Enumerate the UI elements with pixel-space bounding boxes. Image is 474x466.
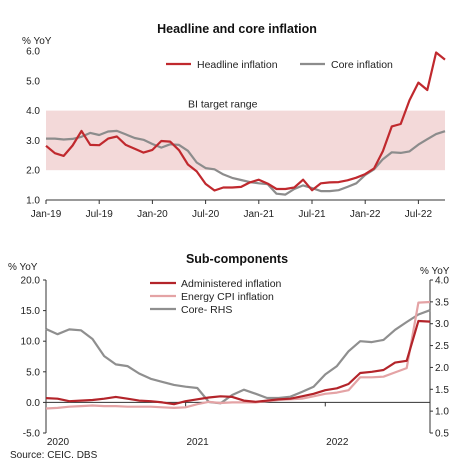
chart2-y-tick-label-right: 1.0 (435, 407, 449, 418)
source-note: Source: CEIC. DBS (10, 450, 98, 461)
legend-label-core-rhs: Core- RHS (181, 304, 232, 316)
chart2-y-ticks-left: -5.0 0.0 5.0 10.0 15.0 20.0 (21, 276, 47, 440)
chart1-x-tick-label: Jan-19 (31, 209, 62, 220)
chart1-y-tick-label: 1.0 (26, 196, 40, 207)
core-inflation-line (46, 129, 446, 196)
chart2-y-tick-label-right: 2.5 (435, 341, 449, 352)
chart2-y-tick-label-right: 2.0 (435, 363, 449, 374)
chart1-y-tick-label: 5.0 (26, 76, 40, 87)
chart1-legend: Headline inflation Core inflation (166, 59, 393, 71)
chart1-x-tick-label: Jul-19 (86, 209, 114, 220)
chart2-x-tick-label: 2021 (187, 437, 210, 448)
legend-label-core: Core inflation (331, 59, 393, 71)
chart1-series (45, 51, 446, 196)
chart2-x-ticks: 2020 2021 2022 (45, 401, 430, 448)
chart2-y-tick-label: 20.0 (21, 276, 41, 287)
chart2-y-tick-label: 10.0 (21, 337, 41, 348)
chart1-y-unit: % YoY (22, 36, 52, 47)
chart2-y-tick-label-right: 4.0 (435, 276, 449, 287)
chart1-x-tick-label: Jul-22 (405, 209, 433, 220)
legend-label-administered: Administered inflation (181, 278, 282, 290)
chart1-y-tick-label: 3.0 (26, 136, 40, 147)
chart2-y-tick-label-right: 3.0 (435, 319, 449, 330)
chart2-x-tick-label: 2020 (47, 437, 70, 448)
chart2-title: Sub-components (186, 252, 288, 266)
chart2-y-tick-label: -5.0 (23, 429, 41, 440)
chart2-series (45, 300, 431, 410)
chart2-y-tick-label-right: 3.5 (435, 297, 449, 308)
legend-label-energy: Energy CPI inflation (181, 291, 274, 303)
chart1-x-tick-label: Jan-22 (350, 209, 381, 220)
sub-components-chart: Sub-components % YoY % YoY -5.0 0.0 5.0 10.… (8, 252, 450, 461)
chart1-title: Headline and core inflation (157, 22, 317, 36)
chart1-x-tick-label: Jan-21 (244, 209, 275, 220)
chart2-x-tick-label: 2022 (326, 437, 349, 448)
chart2-y-ticks-right: 0.5 1.0 1.5 2.0 2.5 3.0 3.5 4.0 (429, 276, 449, 440)
chart2-legend: Administered inflation Energy CPI inflat… (150, 278, 282, 316)
chart1-x-ticks: Jan-19 Jul-19 Jan-20 Jul-20 Jan-21 Jul-21 Jan-… (31, 199, 445, 220)
chart2-y-tick-label: 5.0 (26, 367, 40, 378)
chart1-y-tick-label: 2.0 (26, 166, 40, 177)
chart2-y-tick-label-right: 1.5 (435, 385, 449, 396)
chart2-y-tick-label: 15.0 (21, 306, 41, 317)
chart1-y-tick-label: 4.0 (26, 106, 40, 117)
chart2-y-tick-label-right: 0.5 (435, 429, 449, 440)
chart2-y-tick-label: 0.0 (26, 398, 40, 409)
headline-inflation-line (45, 51, 446, 192)
chart2-y-unit-right: % YoY (420, 266, 450, 277)
core-rhs-line (45, 309, 431, 405)
legend-label-headline: Headline inflation (197, 59, 278, 71)
administered-inflation-line (45, 319, 431, 406)
chart1-x-tick-label: Jul-21 (298, 209, 326, 220)
headline-core-chart: Headline and core inflation % YoY BI tar… (22, 22, 446, 220)
chart1-y-tick-label: 6.0 (26, 47, 40, 58)
energy-cpi-inflation-line (45, 300, 431, 410)
target-band-label: BI target range (188, 99, 258, 111)
chart1-x-tick-label: Jan-20 (137, 209, 168, 220)
chart2-y-unit-left: % YoY (8, 262, 38, 273)
chart1-x-tick-label: Jul-20 (192, 209, 220, 220)
chart1-y-ticks: 1.0 2.0 3.0 4.0 5.0 6.0 (26, 47, 40, 207)
